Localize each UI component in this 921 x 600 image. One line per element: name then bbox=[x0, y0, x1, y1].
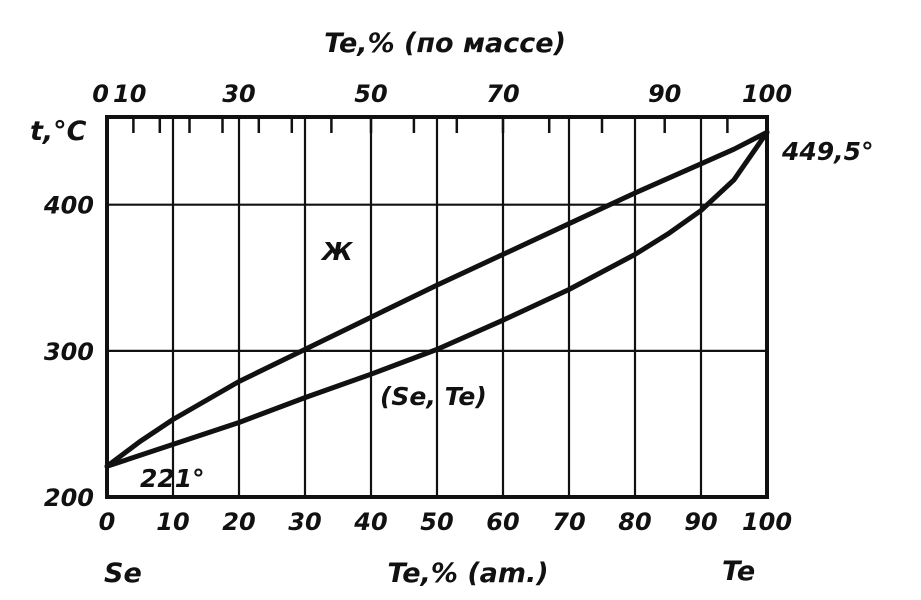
x-tick-label-bottom: 10 bbox=[156, 508, 189, 536]
y-tick-label: 400 bbox=[43, 192, 94, 220]
top-axis-title: Te,% (по массе) bbox=[324, 28, 566, 59]
y-tick-label: 200 bbox=[44, 484, 94, 512]
annotation-te-melting-point: 449,5° bbox=[781, 137, 874, 166]
element-right-label: Te bbox=[722, 556, 755, 587]
x-tick-label-bottom: 60 bbox=[486, 508, 519, 536]
plot-frame bbox=[105, 115, 769, 499]
annotation-se-melting-point: 221° bbox=[140, 464, 205, 493]
bottom-axis-title: Te,% (am.) bbox=[387, 558, 548, 589]
x-tick-label-bottom: 100 bbox=[742, 508, 792, 536]
x-tick-label-top: 70 bbox=[486, 80, 519, 108]
liquidus-curve bbox=[104, 129, 770, 469]
x-tick-label-bottom: 30 bbox=[288, 508, 321, 536]
x-tick-label-top: 30 bbox=[222, 80, 255, 108]
y-axis-title: t,°C bbox=[30, 116, 87, 147]
x-tick-label-bottom: 70 bbox=[552, 508, 585, 536]
x-tick-label-top: 50 bbox=[354, 80, 387, 108]
y-tick-label: 300 bbox=[44, 338, 94, 366]
x-tick-label-bottom: 50 bbox=[420, 508, 453, 536]
solidus-curve bbox=[104, 129, 770, 469]
x-tick-label-top: 10 bbox=[113, 80, 146, 108]
x-tick-label-bottom: 20 bbox=[222, 508, 255, 536]
curves bbox=[104, 129, 770, 469]
grid-lines bbox=[107, 117, 767, 497]
x-tick-label-bottom: 40 bbox=[353, 508, 387, 536]
x-tick-label-bottom: 90 bbox=[684, 508, 717, 536]
x-tick-label-top: 90 bbox=[648, 80, 681, 108]
label-liquid-region: Ж bbox=[320, 237, 354, 266]
x-tick-label-bottom: 0 bbox=[99, 508, 116, 536]
element-left-label: Se bbox=[104, 558, 142, 589]
label-solid-solution-region: (Se, Te) bbox=[380, 382, 487, 411]
x-tick-label-top: 0 bbox=[92, 80, 109, 108]
x-tick-label-bottom: 80 bbox=[618, 508, 651, 536]
x-tick-label-top: 100 bbox=[742, 80, 792, 108]
